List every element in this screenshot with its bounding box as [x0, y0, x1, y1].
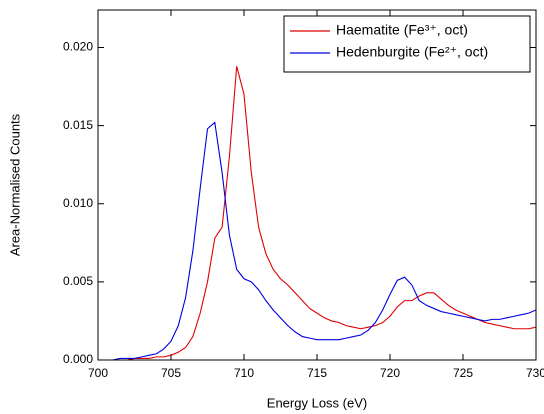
y-tick-label: 0.000 — [63, 352, 93, 366]
line-series — [98, 66, 537, 361]
y-tick-label: 0.010 — [63, 196, 93, 210]
x-tick-label: 715 — [307, 366, 327, 380]
line-series — [98, 121, 537, 361]
x-tick-label: 720 — [380, 366, 400, 380]
x-tick-label: 725 — [453, 366, 473, 380]
y-tick-label: 0.020 — [63, 40, 93, 54]
legend-box — [283, 15, 531, 73]
plot-frame — [97, 9, 537, 361]
legend-label: Hedenburgite (Fe²⁺, oct) — [336, 44, 488, 60]
y-tick-label: 0.005 — [63, 274, 93, 288]
y-tick-label: 0.015 — [63, 118, 93, 132]
x-tick-label: 705 — [161, 366, 181, 380]
y-axis-title: Area-Normalised Counts — [7, 113, 22, 256]
x-tick-label: 700 — [88, 366, 108, 380]
x-tick-label: 730 — [526, 366, 544, 380]
legend-label: Haematite (Fe³⁺, oct) — [336, 22, 468, 38]
x-tick-label: 710 — [234, 366, 254, 380]
x-axis-title: Energy Loss (eV) — [267, 395, 367, 410]
